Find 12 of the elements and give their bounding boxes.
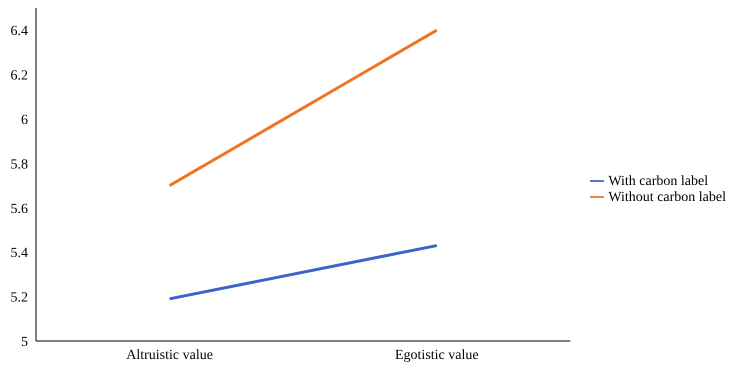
y-tick-label: 5.4 <box>10 246 28 262</box>
y-tick-label: 6.4 <box>10 24 28 40</box>
y-tick-label: 6 <box>21 112 28 128</box>
y-tick-label: 6.2 <box>10 68 28 84</box>
y-tick-label: 5.6 <box>10 202 28 217</box>
x-tick-label: Egotistic value <box>394 348 479 363</box>
y-tick-label: 5.8 <box>10 157 28 172</box>
x-tick-label: Altruistic value <box>126 348 213 363</box>
y-tick-label: 5 <box>21 334 28 350</box>
y-tick-label: 5.2 <box>10 290 28 306</box>
legend-label: With carbon label <box>608 174 708 188</box>
legend-label: Without carbon label <box>608 190 726 204</box>
